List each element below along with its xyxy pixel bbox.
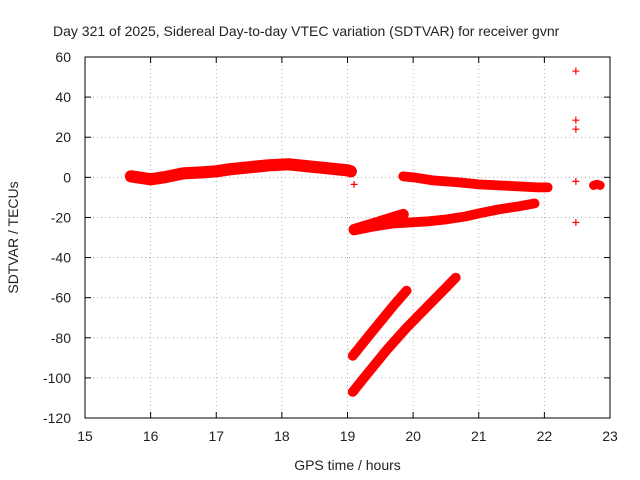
x-tick-label: 20 <box>405 428 421 444</box>
y-tick-label: -120 <box>43 410 71 426</box>
y-tick-label: -60 <box>51 290 71 306</box>
x-tick-label: 15 <box>77 428 93 444</box>
series-end-marker <box>349 225 359 235</box>
y-axis-label: SDTVAR / TECUs <box>5 181 21 293</box>
data-point <box>572 67 580 75</box>
data-point <box>572 116 580 124</box>
series-line <box>347 285 412 361</box>
series-end-marker <box>595 180 605 190</box>
x-tick-label: 18 <box>274 428 290 444</box>
y-tick-label: -100 <box>43 370 71 386</box>
series-arc-7 <box>589 179 605 190</box>
series-end-marker <box>348 351 358 361</box>
data-point <box>572 177 580 185</box>
series-line <box>398 171 553 193</box>
y-tick-label: -20 <box>51 209 71 225</box>
series-arc-4 <box>349 198 540 236</box>
series-arc-2 <box>398 171 553 193</box>
series-end-marker <box>402 286 412 296</box>
data-point <box>572 218 580 226</box>
y-tick-label: -80 <box>51 330 71 346</box>
series-arc-6 <box>347 272 461 397</box>
series-end-marker <box>543 182 553 192</box>
y-tick-label: 20 <box>55 129 71 145</box>
grid <box>85 57 610 418</box>
series-line <box>347 272 461 397</box>
x-tick-label: 22 <box>537 428 553 444</box>
x-tick-label: 23 <box>602 428 618 444</box>
data-point <box>572 125 580 133</box>
data-marks <box>124 67 605 397</box>
series-line <box>124 158 357 186</box>
x-tick-label: 19 <box>340 428 356 444</box>
x-tick-label: 16 <box>143 428 159 444</box>
x-axis-label: GPS time / hours <box>294 457 401 473</box>
data-point <box>350 180 358 188</box>
y-tick-label: 0 <box>63 169 71 185</box>
series-end-marker <box>126 171 136 181</box>
series-arc-5 <box>347 285 412 361</box>
ticks: 15 16 17 18 19 20 21 22 23 60 40 20 0 -20 -40 -60 -80 -10… <box>43 49 618 444</box>
chart-title: Day 321 of 2025, Sidereal Day-to-day VTE… <box>53 23 560 39</box>
series-end-marker <box>346 166 356 176</box>
x-tick-label: 17 <box>208 428 224 444</box>
y-tick-label: -40 <box>51 250 71 266</box>
y-tick-label: 40 <box>55 89 71 105</box>
x-tick-label: 21 <box>471 428 487 444</box>
series-arc-1 <box>124 158 357 186</box>
y-tick-label: 60 <box>55 49 71 65</box>
series-end-marker <box>451 273 461 283</box>
series-end-marker <box>348 387 358 397</box>
series-line <box>349 198 540 236</box>
series-end-marker <box>398 209 408 219</box>
series-end-marker <box>530 198 540 208</box>
series-end-marker <box>398 171 408 181</box>
